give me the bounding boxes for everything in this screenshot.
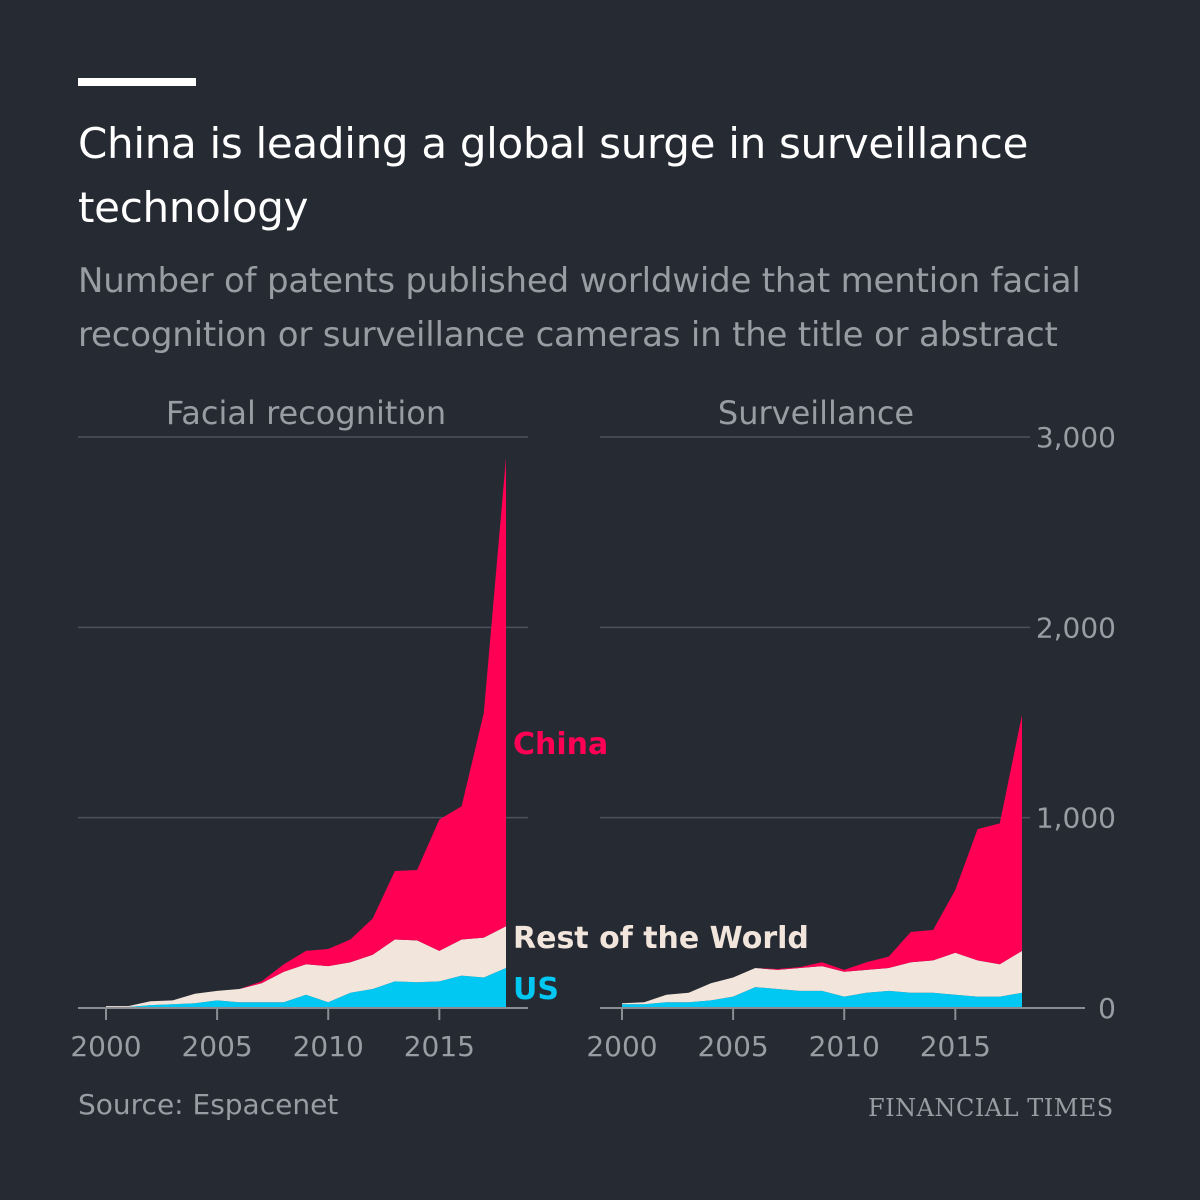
x-tick-label: 2000	[586, 1030, 657, 1063]
x-tick-label: 2010	[809, 1030, 880, 1063]
x-tick-label: 2005	[697, 1030, 768, 1063]
area-us	[106, 968, 506, 1008]
series-label-china: China	[513, 727, 608, 762]
panel-title: Surveillance	[718, 394, 914, 432]
y-tick-label: 1,000	[1036, 802, 1116, 835]
y-tick-label: 2,000	[1036, 611, 1116, 644]
chart-title: China is leading a global surge in surve…	[78, 119, 1029, 232]
brand-logo: FINANCIAL TIMES	[868, 1094, 1114, 1122]
series-label-us: US	[513, 972, 559, 1007]
area-china	[622, 714, 1022, 1004]
series-label-rest-of-the-world: Rest of the World	[513, 921, 809, 956]
area-china	[106, 457, 506, 1007]
x-tick-label: 2015	[404, 1030, 475, 1063]
panel-title: Facial recognition	[166, 394, 446, 432]
chart-subtitle: Number of patents published worldwide th…	[78, 261, 1081, 355]
x-tick-label: 2015	[920, 1030, 991, 1063]
y-tick-label: 3,000	[1036, 421, 1116, 454]
area-rest-of-the-world	[106, 926, 506, 1007]
x-tick-label: 2010	[293, 1030, 364, 1063]
brand-top-bar	[78, 78, 196, 86]
x-tick-label: 2000	[70, 1030, 141, 1063]
area-rest-of-the-world	[622, 950, 1022, 1005]
source-note: Source: Espacenet	[78, 1088, 339, 1121]
x-tick-label: 2005	[181, 1030, 252, 1063]
y-tick-label: 0	[1098, 992, 1116, 1025]
area-us	[622, 987, 1022, 1008]
